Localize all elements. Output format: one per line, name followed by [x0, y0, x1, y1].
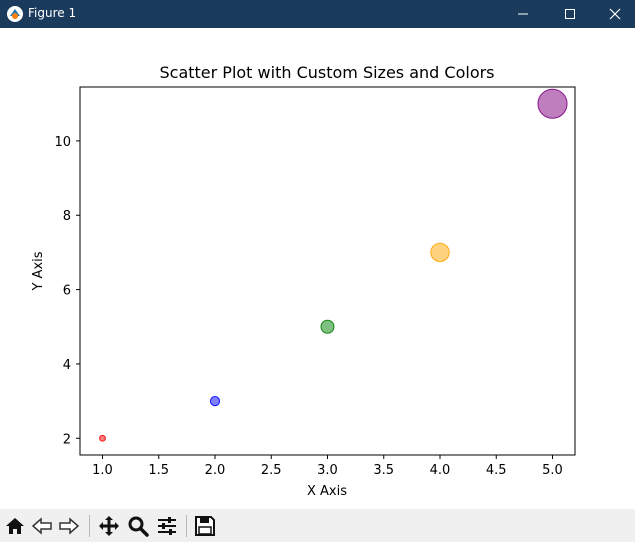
pan-button[interactable]: [96, 514, 122, 538]
points-layer: [99, 88, 568, 442]
y-axis-label: Y Axis: [31, 251, 46, 291]
zoom-button[interactable]: [125, 514, 151, 538]
window-titlebar: Figure 1: [0, 0, 635, 28]
navigation-toolbar: [0, 509, 635, 542]
forward-button[interactable]: [56, 514, 82, 538]
x-tick-label: 5.0: [542, 463, 563, 478]
x-ticks: 1.0 1.5 2.0 2.5 3.0 3.5 4.0 4.5 5.0: [92, 455, 563, 478]
toolbar-separator: [89, 515, 90, 537]
home-icon: [6, 518, 24, 534]
scatter-point: [320, 319, 335, 334]
x-tick-label: 3.5: [373, 463, 394, 478]
y-tick-label: 2: [63, 432, 71, 447]
configure-subplots-button[interactable]: [154, 514, 180, 538]
x-tick-label: 2.5: [261, 463, 282, 478]
scatter-point: [99, 434, 106, 442]
scatter-point: [537, 88, 568, 119]
x-tick-label: 1.5: [148, 463, 169, 478]
x-tick-label: 4.5: [486, 463, 507, 478]
maximize-button[interactable]: [547, 0, 593, 28]
figure-canvas[interactable]: Scatter Plot with Custom Sizes and Color…: [0, 28, 635, 509]
x-tick-label: 2.0: [205, 463, 226, 478]
close-icon: [609, 8, 621, 20]
toolbar-separator: [186, 515, 187, 537]
back-button[interactable]: [29, 514, 55, 538]
y-ticks: 2 4 6 8 10: [54, 135, 80, 447]
minimize-icon: [518, 13, 528, 15]
x-tick-label: 3.0: [317, 463, 338, 478]
y-tick-label: 4: [63, 358, 71, 373]
y-tick-label: 8: [63, 209, 71, 224]
window-title: Figure 1: [28, 6, 77, 20]
configure-subplots-icon: [158, 517, 176, 535]
y-tick-label: 6: [63, 284, 71, 299]
scatter-point: [430, 242, 450, 263]
x-axis-label: X Axis: [307, 484, 347, 499]
back-icon: [31, 517, 52, 535]
save-button[interactable]: [192, 514, 218, 538]
scatter-point: [209, 396, 221, 407]
x-tick-label: 4.0: [430, 463, 451, 478]
chart-title: Scatter Plot with Custom Sizes and Color…: [159, 63, 494, 82]
forward-icon: [59, 517, 80, 535]
x-tick-label: 1.0: [92, 463, 113, 478]
save-icon: [195, 516, 215, 536]
home-button[interactable]: [2, 514, 28, 538]
plot-frame: [79, 86, 576, 456]
zoom-icon: [128, 516, 149, 537]
close-button[interactable]: [592, 0, 635, 28]
maximize-icon: [565, 9, 575, 19]
scatter-chart: Scatter Plot with Custom Sizes and Color…: [31, 63, 576, 499]
figure-app-icon: [7, 6, 23, 22]
y-tick-label: 10: [54, 135, 71, 150]
pan-icon: [99, 516, 119, 536]
minimize-button[interactable]: [500, 0, 546, 28]
